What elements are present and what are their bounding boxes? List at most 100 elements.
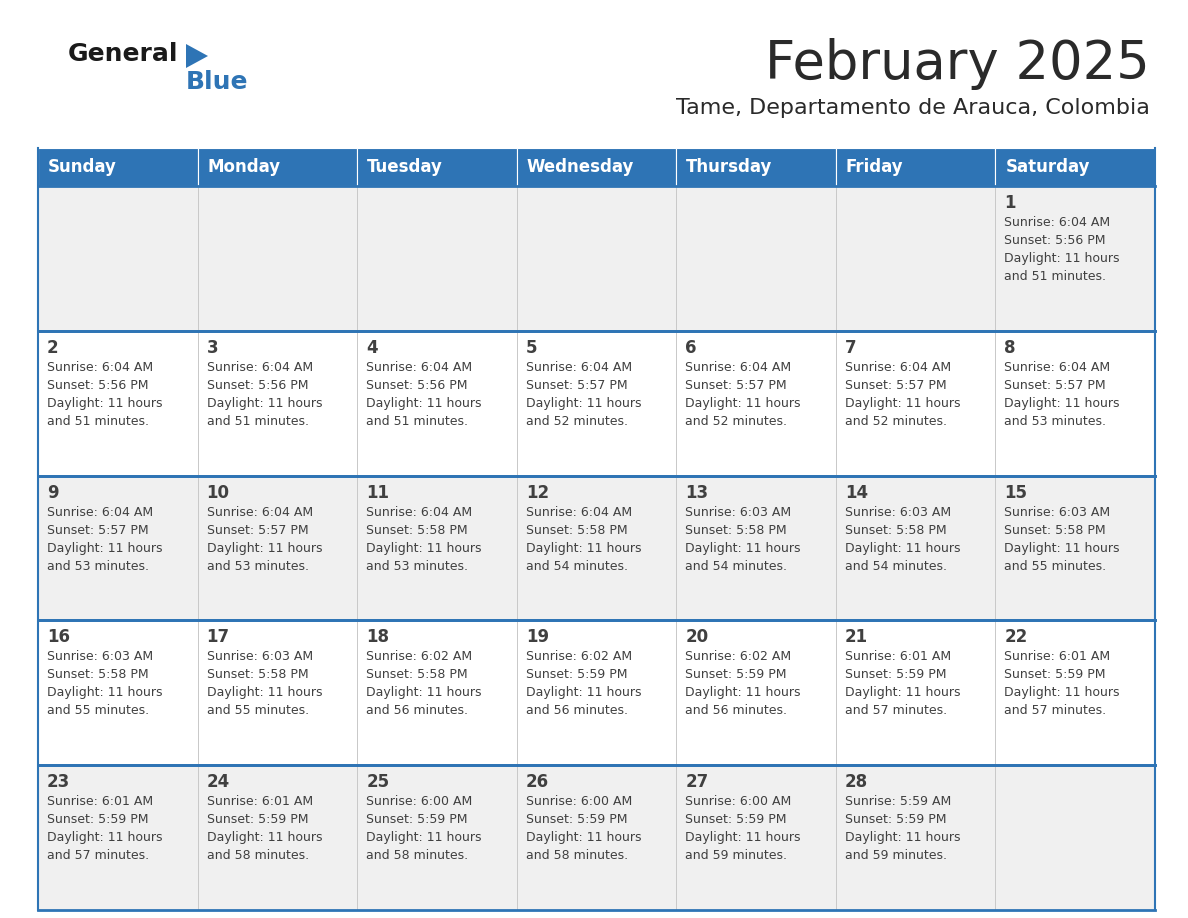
Text: Daylight: 11 hours: Daylight: 11 hours — [526, 687, 642, 700]
Bar — [38, 330, 197, 476]
Text: Daylight: 11 hours: Daylight: 11 hours — [526, 397, 642, 409]
Bar — [358, 476, 517, 621]
Text: Sunrise: 6:00 AM: Sunrise: 6:00 AM — [526, 795, 632, 808]
Text: Sunset: 5:59 PM: Sunset: 5:59 PM — [685, 668, 786, 681]
Bar — [996, 330, 1155, 476]
Text: Thursday: Thursday — [687, 158, 772, 176]
Text: Daylight: 11 hours: Daylight: 11 hours — [1004, 542, 1120, 554]
Text: and 57 minutes.: and 57 minutes. — [48, 849, 150, 862]
Text: 19: 19 — [526, 629, 549, 646]
Text: Sunrise: 6:04 AM: Sunrise: 6:04 AM — [366, 361, 473, 374]
Text: Sunrise: 6:01 AM: Sunrise: 6:01 AM — [48, 795, 153, 808]
Text: 2: 2 — [48, 339, 58, 357]
Bar — [836, 148, 996, 186]
Text: February 2025: February 2025 — [765, 38, 1150, 90]
Bar — [836, 476, 996, 621]
Bar — [996, 186, 1155, 330]
Text: Sunrise: 6:00 AM: Sunrise: 6:00 AM — [685, 795, 791, 808]
Text: Sunrise: 6:00 AM: Sunrise: 6:00 AM — [366, 795, 473, 808]
Text: Sunset: 5:56 PM: Sunset: 5:56 PM — [366, 379, 468, 392]
Text: Sunset: 5:57 PM: Sunset: 5:57 PM — [207, 523, 308, 537]
Text: 1: 1 — [1004, 194, 1016, 212]
Bar — [676, 621, 836, 766]
Text: and 54 minutes.: and 54 minutes. — [845, 560, 947, 573]
Text: Sunrise: 6:04 AM: Sunrise: 6:04 AM — [1004, 216, 1111, 229]
Text: Friday: Friday — [846, 158, 904, 176]
Text: and 54 minutes.: and 54 minutes. — [526, 560, 627, 573]
Bar — [38, 766, 197, 910]
Text: 8: 8 — [1004, 339, 1016, 357]
Text: Sunset: 5:59 PM: Sunset: 5:59 PM — [685, 813, 786, 826]
Text: Sunrise: 6:03 AM: Sunrise: 6:03 AM — [845, 506, 950, 519]
Text: Tame, Departamento de Arauca, Colombia: Tame, Departamento de Arauca, Colombia — [676, 98, 1150, 118]
Text: and 55 minutes.: and 55 minutes. — [1004, 560, 1106, 573]
Bar — [517, 330, 676, 476]
Text: and 59 minutes.: and 59 minutes. — [845, 849, 947, 862]
Text: and 51 minutes.: and 51 minutes. — [1004, 270, 1106, 283]
Text: 22: 22 — [1004, 629, 1028, 646]
Text: Sunrise: 6:03 AM: Sunrise: 6:03 AM — [1004, 506, 1111, 519]
Text: Sunrise: 6:04 AM: Sunrise: 6:04 AM — [207, 361, 312, 374]
Text: Sunrise: 6:03 AM: Sunrise: 6:03 AM — [48, 650, 153, 664]
Text: Daylight: 11 hours: Daylight: 11 hours — [845, 397, 960, 409]
Text: Sunset: 5:57 PM: Sunset: 5:57 PM — [685, 379, 786, 392]
Text: Tuesday: Tuesday — [367, 158, 443, 176]
Text: 28: 28 — [845, 773, 868, 791]
Text: 14: 14 — [845, 484, 868, 501]
Bar — [197, 330, 358, 476]
Text: Sunrise: 6:01 AM: Sunrise: 6:01 AM — [845, 650, 950, 664]
Text: Daylight: 11 hours: Daylight: 11 hours — [1004, 687, 1120, 700]
Text: General: General — [68, 42, 178, 66]
Text: and 53 minutes.: and 53 minutes. — [1004, 415, 1106, 428]
Text: Sunset: 5:58 PM: Sunset: 5:58 PM — [366, 668, 468, 681]
Bar — [358, 148, 517, 186]
Text: and 55 minutes.: and 55 minutes. — [48, 704, 150, 717]
Text: 10: 10 — [207, 484, 229, 501]
Text: and 52 minutes.: and 52 minutes. — [685, 415, 788, 428]
Text: 16: 16 — [48, 629, 70, 646]
Text: Sunset: 5:59 PM: Sunset: 5:59 PM — [48, 813, 148, 826]
Bar — [38, 148, 197, 186]
Text: 3: 3 — [207, 339, 219, 357]
Text: and 53 minutes.: and 53 minutes. — [366, 560, 468, 573]
Text: and 58 minutes.: and 58 minutes. — [526, 849, 627, 862]
Text: Sunrise: 6:03 AM: Sunrise: 6:03 AM — [685, 506, 791, 519]
Text: Sunrise: 6:04 AM: Sunrise: 6:04 AM — [48, 506, 153, 519]
Text: and 56 minutes.: and 56 minutes. — [685, 704, 788, 717]
Text: Sunset: 5:57 PM: Sunset: 5:57 PM — [1004, 379, 1106, 392]
Text: Daylight: 11 hours: Daylight: 11 hours — [845, 687, 960, 700]
Text: Daylight: 11 hours: Daylight: 11 hours — [526, 542, 642, 554]
Text: and 52 minutes.: and 52 minutes. — [526, 415, 627, 428]
Text: Sunrise: 6:04 AM: Sunrise: 6:04 AM — [366, 506, 473, 519]
Text: 25: 25 — [366, 773, 390, 791]
Bar — [836, 621, 996, 766]
Text: 21: 21 — [845, 629, 868, 646]
Text: Sunrise: 6:04 AM: Sunrise: 6:04 AM — [685, 361, 791, 374]
Text: Sunset: 5:59 PM: Sunset: 5:59 PM — [526, 668, 627, 681]
Text: 5: 5 — [526, 339, 537, 357]
Text: Sunrise: 6:02 AM: Sunrise: 6:02 AM — [685, 650, 791, 664]
Text: Daylight: 11 hours: Daylight: 11 hours — [845, 542, 960, 554]
Bar — [197, 186, 358, 330]
Bar — [197, 476, 358, 621]
Text: 4: 4 — [366, 339, 378, 357]
Text: Sunset: 5:57 PM: Sunset: 5:57 PM — [48, 523, 148, 537]
Text: Sunday: Sunday — [48, 158, 116, 176]
Bar — [676, 476, 836, 621]
Text: Daylight: 11 hours: Daylight: 11 hours — [207, 542, 322, 554]
Bar — [517, 621, 676, 766]
Text: 26: 26 — [526, 773, 549, 791]
Text: Daylight: 11 hours: Daylight: 11 hours — [366, 397, 481, 409]
Bar — [197, 766, 358, 910]
Bar — [836, 330, 996, 476]
Text: Monday: Monday — [208, 158, 280, 176]
Text: 24: 24 — [207, 773, 229, 791]
Text: 20: 20 — [685, 629, 708, 646]
Bar — [358, 621, 517, 766]
Text: Daylight: 11 hours: Daylight: 11 hours — [366, 831, 481, 845]
Text: Daylight: 11 hours: Daylight: 11 hours — [48, 542, 163, 554]
Text: Daylight: 11 hours: Daylight: 11 hours — [685, 397, 801, 409]
Text: Daylight: 11 hours: Daylight: 11 hours — [207, 397, 322, 409]
Text: Sunset: 5:59 PM: Sunset: 5:59 PM — [526, 813, 627, 826]
Text: Sunrise: 6:01 AM: Sunrise: 6:01 AM — [207, 795, 312, 808]
